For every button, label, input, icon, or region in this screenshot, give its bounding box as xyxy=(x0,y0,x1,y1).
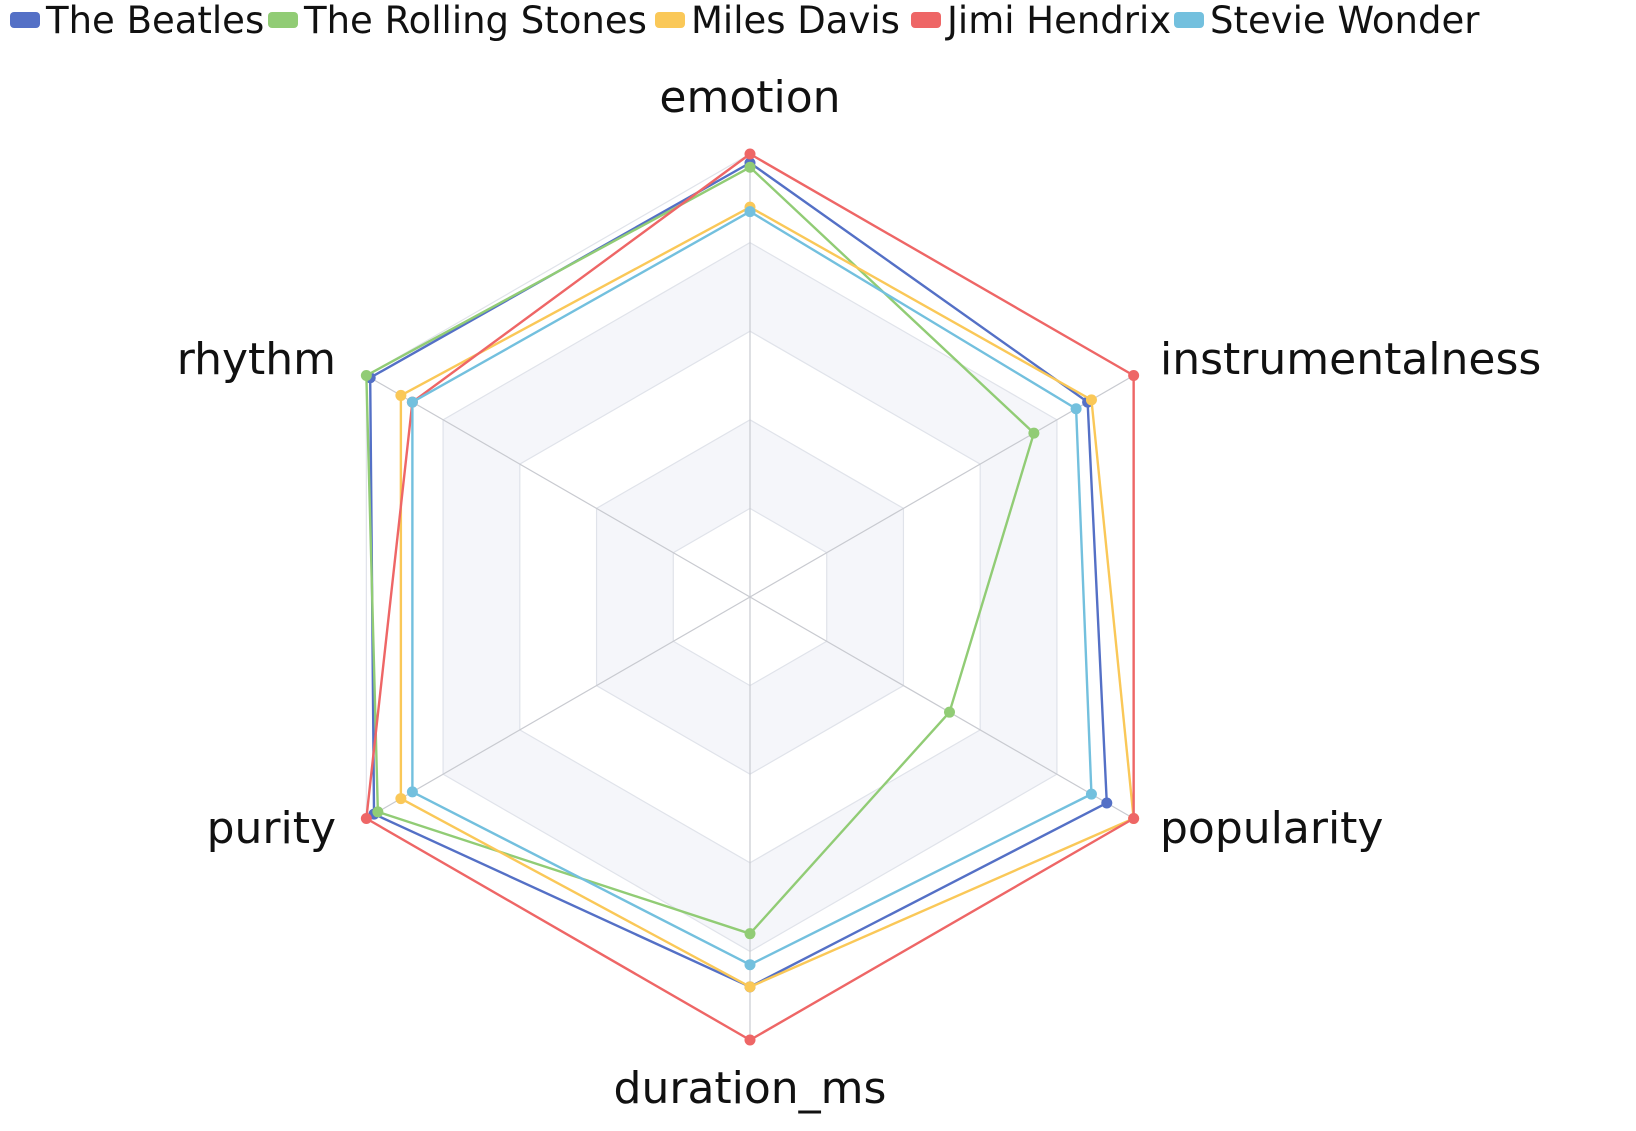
radar-data-point[interactable] xyxy=(1128,813,1140,824)
axis-label-emotion: emotion xyxy=(659,72,840,123)
radar-data-point[interactable] xyxy=(1101,797,1113,809)
radar-series-group xyxy=(360,148,1140,1046)
radar-spoke xyxy=(749,596,1134,820)
radar-spokes xyxy=(366,154,1134,1040)
radar-spoke xyxy=(366,374,751,598)
radar-series-1 xyxy=(360,161,1040,940)
radar-data-point[interactable] xyxy=(744,148,756,160)
legend-label: The Rolling Stones xyxy=(304,0,647,42)
radar-data-point[interactable] xyxy=(1085,394,1097,406)
axis-label-purity: purity xyxy=(207,803,336,854)
axis-label-duration-ms: duration_ms xyxy=(614,1063,887,1114)
radar-data-point[interactable] xyxy=(1070,403,1082,415)
radar-data-point[interactable] xyxy=(360,370,372,381)
axis-label-instrumentalness: instrumentalness xyxy=(1160,334,1541,385)
radar-data-point[interactable] xyxy=(744,928,756,940)
axis-label-rhythm: rhythm xyxy=(177,334,336,385)
radar-data-point[interactable] xyxy=(1085,788,1097,800)
radar-data-point[interactable] xyxy=(1128,370,1140,381)
legend-item[interactable]: The Beatles xyxy=(10,0,265,42)
radar-data-point[interactable] xyxy=(395,793,407,805)
legend-label: Stevie Wonder xyxy=(1210,0,1480,42)
radar-data-point[interactable] xyxy=(372,806,384,818)
radar-spoke xyxy=(749,374,1134,598)
legend-label: Miles Davis xyxy=(691,0,900,42)
legend-swatch xyxy=(911,12,941,28)
chart-legend: The Beatles The Rolling Stones Miles Davis… xyxy=(0,0,1636,44)
legend-swatch xyxy=(268,12,298,28)
radar-data-point[interactable] xyxy=(744,981,756,993)
axis-label-popularity: popularity xyxy=(1160,803,1383,854)
radar-data-point[interactable] xyxy=(744,206,756,218)
radar-data-point[interactable] xyxy=(395,389,407,401)
legend-item[interactable]: The Rolling Stones xyxy=(268,0,647,42)
legend-label: Jimi Hendrix xyxy=(947,0,1172,42)
legend-item[interactable]: Jimi Hendrix xyxy=(911,0,1172,42)
legend-swatch xyxy=(10,12,40,28)
radar-axis-labels: emotion instrumentalness popularity duratio… xyxy=(177,72,1542,1114)
radar-series-4 xyxy=(406,206,1097,971)
radar-data-point[interactable] xyxy=(744,161,756,173)
legend-swatch xyxy=(1174,12,1204,28)
legend-label: The Beatles xyxy=(46,0,265,42)
radar-data-point[interactable] xyxy=(406,396,418,408)
legend-swatch xyxy=(655,12,685,28)
radar-data-point[interactable] xyxy=(943,706,955,718)
legend-item[interactable]: Stevie Wonder xyxy=(1174,0,1480,42)
radar-data-point[interactable] xyxy=(744,959,756,971)
radar-spoke xyxy=(366,596,751,820)
radar-data-point[interactable] xyxy=(406,786,418,798)
radar-data-point[interactable] xyxy=(360,813,372,824)
radar-data-point[interactable] xyxy=(1028,427,1040,439)
radar-data-point[interactable] xyxy=(744,1034,756,1046)
legend-item[interactable]: Miles Davis xyxy=(655,0,900,42)
